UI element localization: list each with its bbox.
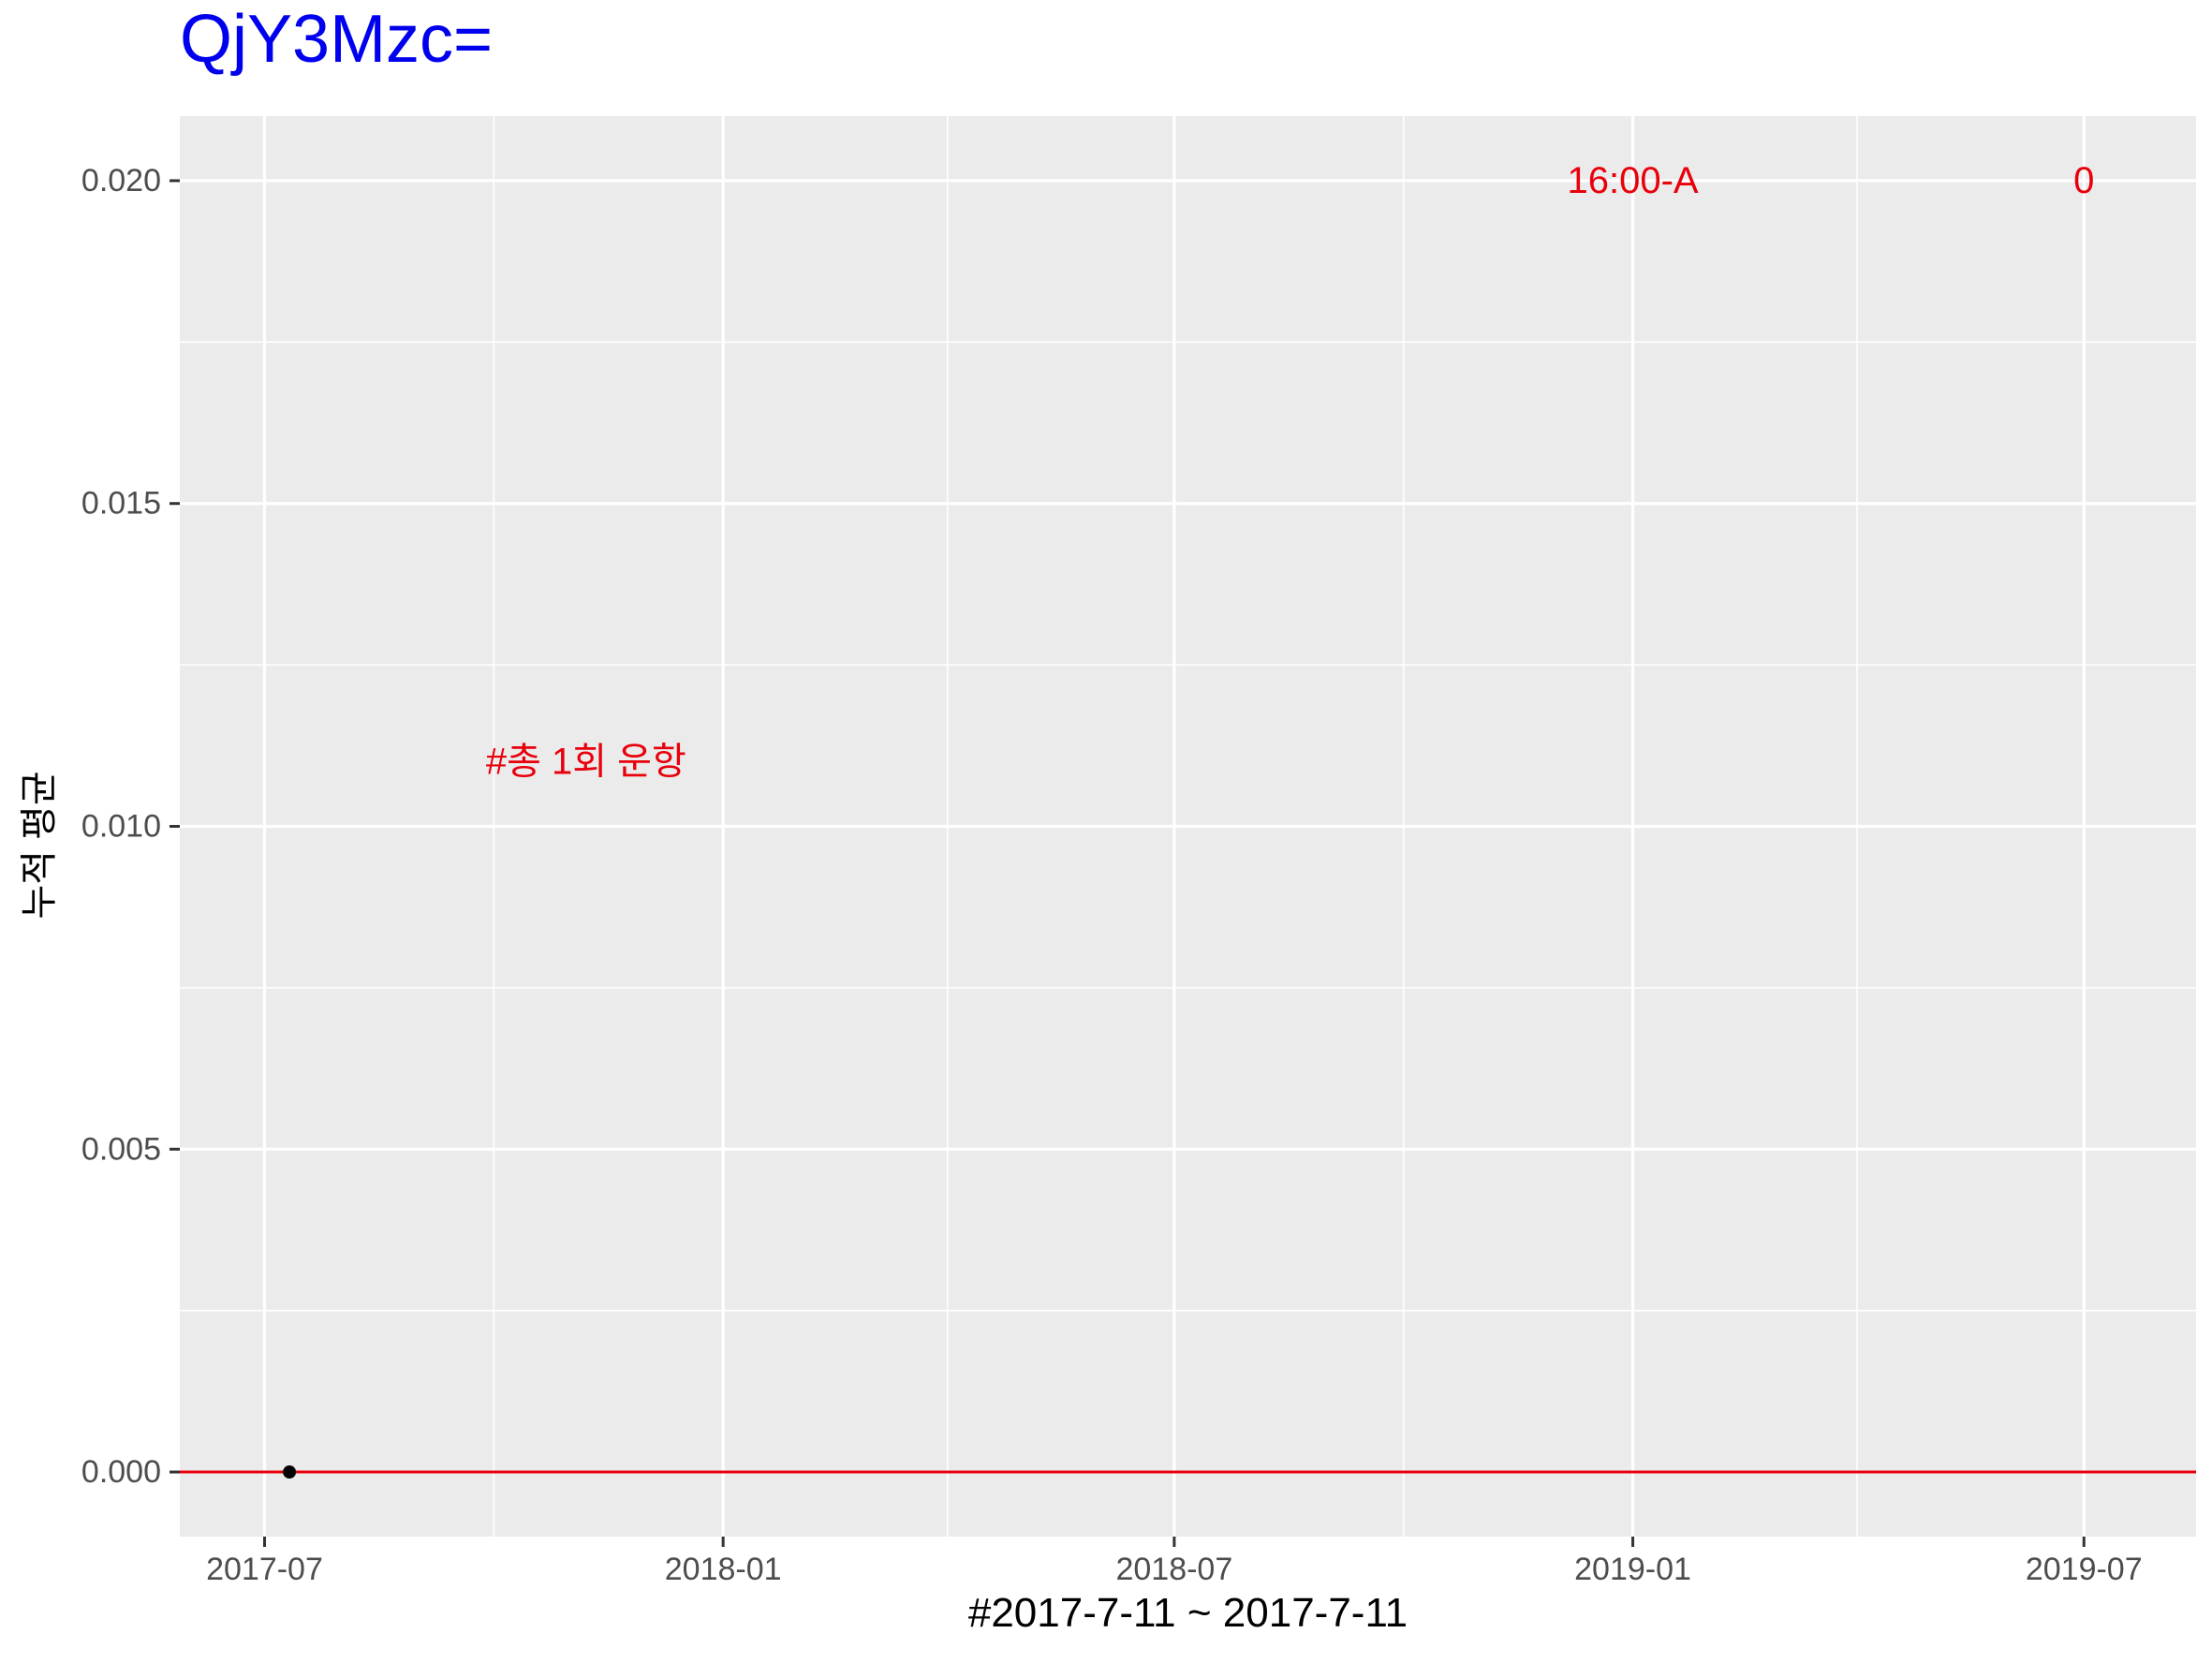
x-tick-label: 2018-07 [1115,1552,1232,1587]
y-axis: 0.000 0.005 0.010 0.015 0.020 [81,163,180,1490]
annotations: #총 1회 운항 16:00-A 0 [486,160,2095,783]
annotation-label: 16:00-A [1567,160,1698,201]
x-tick-label: 2019-07 [2026,1552,2143,1587]
annotation-label: #총 1회 운항 [486,742,686,783]
data-point [283,1465,297,1479]
data-points [283,1465,297,1479]
x-axis: 2017-07 2018-01 2018-07 2019-01 2019-07 [206,1537,2143,1587]
annotation-label: 0 [2073,160,2094,201]
x-axis-title: #2017-7-11 ~ 2017-7-11 [968,1590,1408,1636]
y-tick-label: 0.010 [81,809,161,845]
y-tick-label: 0.015 [81,486,161,522]
x-tick-label: 2017-07 [206,1552,323,1587]
x-tick-label: 2019-01 [1574,1552,1691,1587]
x-tick-label: 2018-01 [665,1552,782,1587]
major-gridlines [180,116,2196,1537]
chart-title: QjY3Mzc= [180,2,493,77]
y-tick-label: 0.020 [81,163,161,199]
y-tick-label: 0.005 [81,1131,161,1167]
y-axis-title: 누적 평균 [19,771,60,919]
y-tick-label: 0.000 [81,1454,161,1490]
